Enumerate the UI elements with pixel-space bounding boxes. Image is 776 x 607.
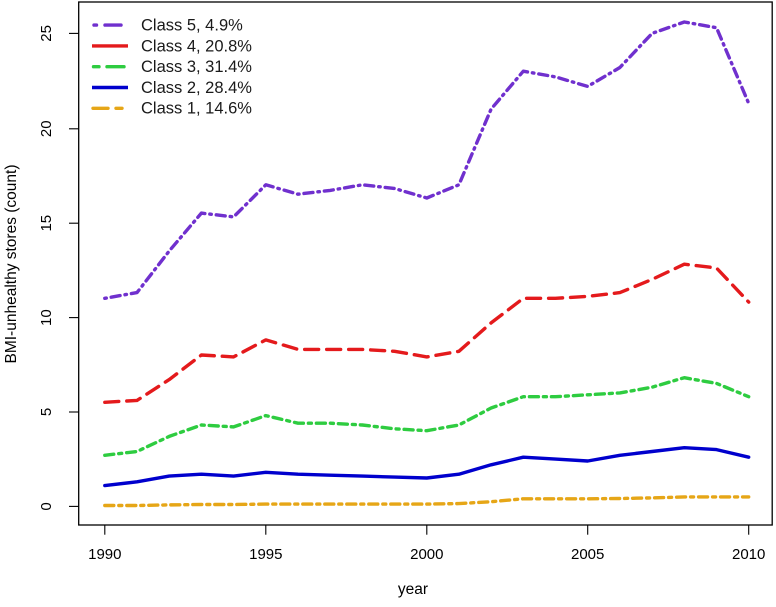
- svg-text:25: 25: [38, 25, 55, 42]
- svg-text:20: 20: [38, 120, 55, 137]
- svg-text:1995: 1995: [249, 546, 282, 563]
- svg-text:2005: 2005: [571, 546, 604, 563]
- svg-text:0: 0: [38, 502, 55, 510]
- svg-text:Class 3, 31.4%: Class 3, 31.4%: [141, 58, 252, 76]
- svg-text:Class 5, 4.9%: Class 5, 4.9%: [141, 17, 243, 35]
- svg-text:10: 10: [38, 309, 55, 326]
- svg-text:15: 15: [38, 215, 55, 232]
- svg-text:Class 4, 20.8%: Class 4, 20.8%: [141, 37, 252, 55]
- svg-text:Class 1, 14.6%: Class 1, 14.6%: [141, 100, 252, 118]
- svg-text:2000: 2000: [410, 546, 443, 563]
- svg-text:Class 2, 28.4%: Class 2, 28.4%: [141, 79, 252, 97]
- svg-text:2010: 2010: [732, 546, 765, 563]
- svg-text:BMI-unhealthy stores (count): BMI-unhealthy stores (count): [3, 164, 20, 363]
- svg-text:year: year: [398, 581, 428, 598]
- svg-text:5: 5: [38, 408, 55, 416]
- svg-text:1990: 1990: [88, 546, 121, 563]
